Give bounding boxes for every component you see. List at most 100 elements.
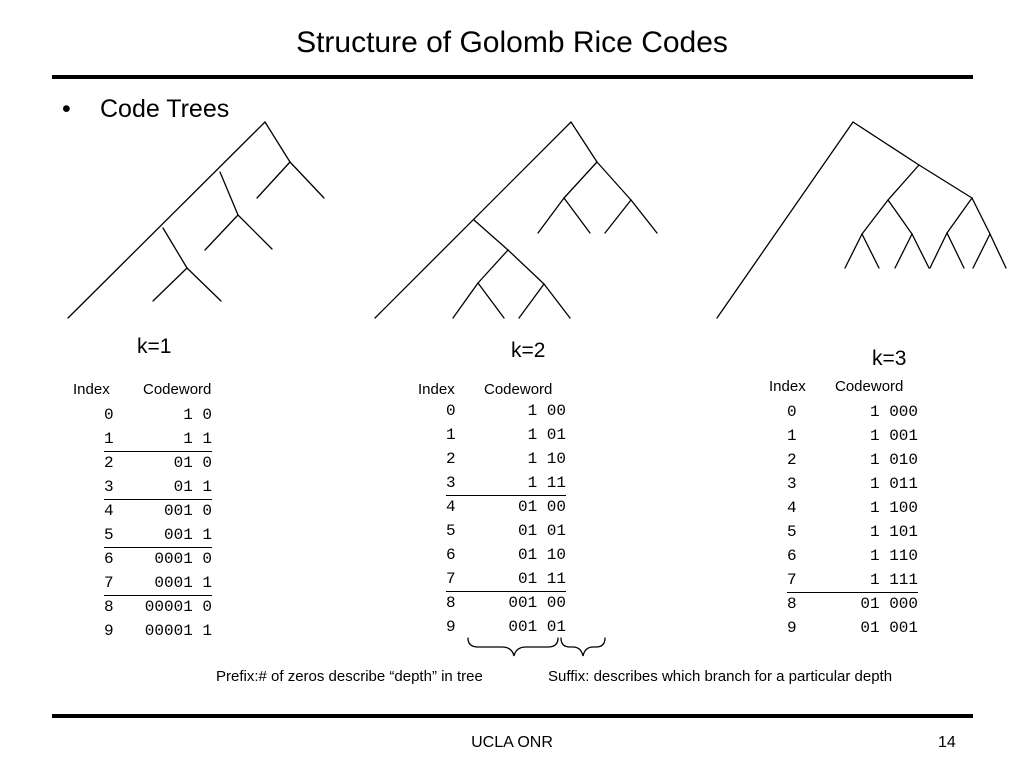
row-index: 1 (104, 430, 114, 448)
row-codeword: 1 11 (527, 474, 566, 492)
table-row: 0 1 000 (787, 401, 918, 425)
tree-k3 (716, 121, 1007, 319)
row-index: 6 (446, 546, 456, 564)
prefix-note: Prefix:# of zeros describe “depth” in tr… (216, 668, 483, 685)
table-row: 0 1 00 (446, 400, 566, 424)
footer-org: UCLA ONR (471, 734, 553, 751)
row-codeword: 01 000 (860, 595, 918, 613)
row-index: 4 (787, 499, 797, 517)
k3-header-index: Index (769, 378, 806, 395)
table-row: 8 001 00 (446, 592, 566, 616)
row-codeword: 1 001 (869, 427, 918, 445)
row-codeword: 1 111 (869, 571, 918, 589)
k1-label: k=1 (137, 335, 172, 358)
row-codeword: 00001 1 (144, 622, 212, 640)
k2-header-index: Index (418, 381, 455, 398)
row-index: 9 (787, 619, 797, 637)
k3-header-codeword: Codeword (835, 378, 904, 395)
row-index: 9 (104, 622, 114, 640)
k2-header-codeword: Codeword (484, 381, 553, 398)
row-codeword: 1 01 (527, 426, 566, 444)
footer-rule (52, 714, 973, 718)
table-row: 5 001 1 (104, 524, 212, 548)
row-index: 5 (787, 523, 797, 541)
table-row: 8 01 000 (787, 593, 918, 617)
bullet-item: • Code Trees (62, 95, 229, 124)
table-row: 9 001 01 (446, 616, 566, 640)
row-index: 8 (787, 595, 797, 613)
row-codeword: 01 10 (517, 546, 566, 564)
tree-k2 (374, 121, 658, 319)
table-row: 8 00001 0 (104, 596, 212, 620)
k2-label: k=2 (511, 339, 546, 362)
table-row: 4 001 0 (104, 500, 212, 524)
k3-label: k=3 (872, 347, 907, 370)
row-index: 5 (104, 526, 114, 544)
row-index: 5 (446, 522, 456, 540)
table-row: 0 1 0 (104, 404, 212, 428)
row-codeword: 001 1 (163, 526, 212, 544)
row-index: 4 (104, 502, 114, 520)
row-codeword: 01 0 (173, 454, 212, 472)
row-codeword: 1 0 (183, 406, 212, 424)
row-index: 9 (446, 618, 456, 636)
row-index: 4 (446, 498, 456, 516)
table-row: 4 01 00 (446, 496, 566, 520)
table-row: 7 0001 1 (104, 572, 212, 596)
tree-k1 (67, 121, 325, 319)
row-index: 2 (104, 454, 114, 472)
row-index: 2 (787, 451, 797, 469)
row-index: 2 (446, 450, 456, 468)
bullet-dot: • (62, 95, 71, 123)
table-row: 5 1 101 (787, 521, 918, 545)
row-index: 7 (787, 571, 797, 589)
table-row: 7 1 111 (787, 569, 918, 593)
row-codeword: 1 011 (869, 475, 918, 493)
table-row: 6 0001 0 (104, 548, 212, 572)
row-index: 0 (104, 406, 114, 424)
table-row: 6 1 110 (787, 545, 918, 569)
row-codeword: 01 001 (860, 619, 918, 637)
row-codeword: 00001 0 (144, 598, 212, 616)
row-index: 1 (787, 427, 797, 445)
row-index: 6 (787, 547, 797, 565)
table-row: 9 00001 1 (104, 620, 212, 644)
table-row: 3 1 011 (787, 473, 918, 497)
row-codeword: 01 00 (517, 498, 566, 516)
row-codeword: 1 100 (869, 499, 918, 517)
row-codeword: 1 110 (869, 547, 918, 565)
table-row: 4 1 100 (787, 497, 918, 521)
row-codeword: 01 01 (517, 522, 566, 540)
row-codeword: 001 01 (508, 618, 566, 636)
table-row: 5 01 01 (446, 520, 566, 544)
row-codeword: 0001 1 (154, 574, 212, 592)
suffix-note: Suffix: describes which branch for a par… (548, 668, 893, 685)
row-index: 8 (446, 594, 456, 612)
page-number: 14 (938, 734, 956, 751)
row-index: 0 (446, 402, 456, 420)
row-codeword: 1 000 (869, 403, 918, 421)
table-row: 9 01 001 (787, 617, 918, 641)
table-row: 2 1 010 (787, 449, 918, 473)
row-codeword: 0001 0 (154, 550, 212, 568)
bullet-text: Code Trees (100, 95, 230, 123)
row-index: 1 (446, 426, 456, 444)
k1-header-codeword: Codeword (143, 381, 212, 398)
row-codeword: 1 00 (527, 402, 566, 420)
table-row: 1 1 001 (787, 425, 918, 449)
row-index: 3 (787, 475, 797, 493)
k1-header-index: Index (73, 381, 110, 398)
table-row: 6 01 10 (446, 544, 566, 568)
row-codeword: 1 101 (869, 523, 918, 541)
table-row: 3 01 1 (104, 476, 212, 500)
slide-title: Structure of Golomb Rice Codes (296, 26, 728, 59)
row-codeword: 1 1 (183, 430, 212, 448)
row-index: 6 (104, 550, 114, 568)
table-row: 3 1 11 (446, 472, 566, 496)
prefix-brace (467, 637, 559, 657)
row-codeword: 1 010 (869, 451, 918, 469)
title-rule (52, 75, 973, 79)
